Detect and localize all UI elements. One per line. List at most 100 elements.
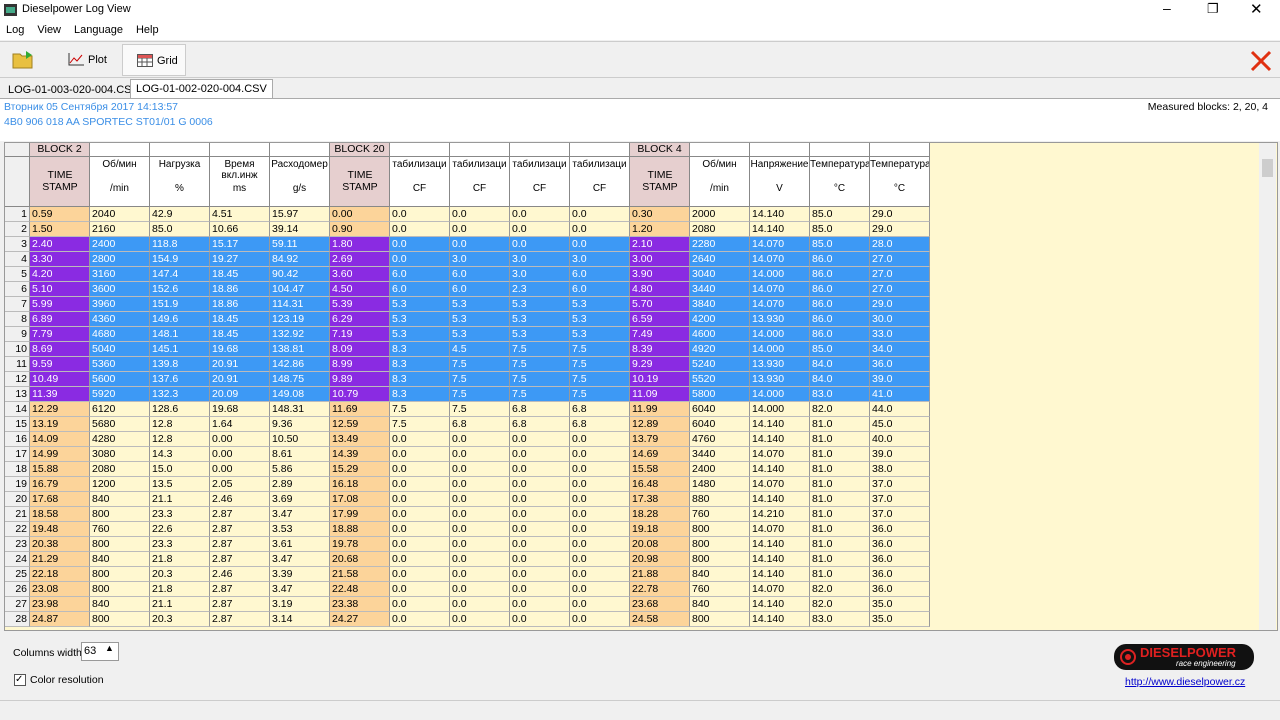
data-cell[interactable]: 0.0 bbox=[390, 552, 450, 567]
data-cell[interactable]: 42.9 bbox=[150, 207, 210, 222]
data-cell[interactable]: 20.91 bbox=[210, 372, 270, 387]
data-cell[interactable]: 6.8 bbox=[570, 417, 630, 432]
timestamp-cell[interactable]: 11.69 bbox=[330, 402, 390, 417]
timestamp-cell[interactable]: 19.78 bbox=[330, 537, 390, 552]
timestamp-cell[interactable]: 21.88 bbox=[630, 567, 690, 582]
data-cell[interactable]: 37.0 bbox=[870, 477, 930, 492]
timestamp-cell[interactable]: 18.88 bbox=[330, 522, 390, 537]
data-cell[interactable]: 0.0 bbox=[450, 477, 510, 492]
close-log[interactable] bbox=[1250, 50, 1272, 72]
data-cell[interactable]: 0.0 bbox=[510, 447, 570, 462]
data-cell[interactable]: 27.0 bbox=[870, 252, 930, 267]
data-cell[interactable]: 5.3 bbox=[510, 297, 570, 312]
data-cell[interactable]: 7.5 bbox=[510, 387, 570, 402]
timestamp-cell[interactable]: 12.89 bbox=[630, 417, 690, 432]
timestamp-cell[interactable]: 8.39 bbox=[630, 342, 690, 357]
data-cell[interactable]: 14.070 bbox=[750, 282, 810, 297]
data-cell[interactable]: 0.0 bbox=[450, 507, 510, 522]
data-cell[interactable]: 81.0 bbox=[810, 552, 870, 567]
data-cell[interactable]: 2.87 bbox=[210, 522, 270, 537]
data-cell[interactable]: 23.3 bbox=[150, 507, 210, 522]
data-cell[interactable]: 86.0 bbox=[810, 312, 870, 327]
data-cell[interactable]: 37.0 bbox=[870, 492, 930, 507]
data-cell[interactable]: 6.0 bbox=[390, 267, 450, 282]
data-cell[interactable]: 0.0 bbox=[570, 567, 630, 582]
data-cell[interactable]: 14.140 bbox=[750, 417, 810, 432]
data-cell[interactable]: 5040 bbox=[90, 342, 150, 357]
timestamp-cell[interactable]: 3.00 bbox=[630, 252, 690, 267]
data-cell[interactable]: 85.0 bbox=[810, 237, 870, 252]
data-cell[interactable]: 0.0 bbox=[390, 207, 450, 222]
data-cell[interactable]: 18.45 bbox=[210, 267, 270, 282]
timestamp-cell[interactable]: 16.79 bbox=[30, 477, 90, 492]
data-cell[interactable]: 0.0 bbox=[390, 582, 450, 597]
data-cell[interactable]: 4360 bbox=[90, 312, 150, 327]
data-cell[interactable]: 3.39 bbox=[270, 567, 330, 582]
data-cell[interactable]: 21.1 bbox=[150, 492, 210, 507]
data-cell[interactable]: 37.0 bbox=[870, 507, 930, 522]
timestamp-cell[interactable]: 13.49 bbox=[330, 432, 390, 447]
close[interactable]: ✕ bbox=[1250, 1, 1263, 18]
data-cell[interactable]: 0.0 bbox=[390, 612, 450, 627]
data-cell[interactable]: 123.19 bbox=[270, 312, 330, 327]
data-cell[interactable]: 2160 bbox=[90, 222, 150, 237]
data-cell[interactable]: 0.0 bbox=[390, 252, 450, 267]
timestamp-cell[interactable]: 20.38 bbox=[30, 537, 90, 552]
data-cell[interactable]: 0.0 bbox=[570, 522, 630, 537]
data-cell[interactable]: 18.86 bbox=[210, 282, 270, 297]
data-cell[interactable]: 0.0 bbox=[510, 582, 570, 597]
timestamp-cell[interactable]: 0.90 bbox=[330, 222, 390, 237]
data-cell[interactable]: 0.0 bbox=[450, 207, 510, 222]
data-cell[interactable]: 44.0 bbox=[870, 402, 930, 417]
data-cell[interactable]: 14.070 bbox=[750, 252, 810, 267]
timestamp-cell[interactable]: 5.70 bbox=[630, 297, 690, 312]
timestamp-cell[interactable]: 22.18 bbox=[30, 567, 90, 582]
data-cell[interactable]: 21.8 bbox=[150, 552, 210, 567]
timestamp-cell[interactable]: 4.20 bbox=[30, 267, 90, 282]
data-cell[interactable]: 0.0 bbox=[570, 537, 630, 552]
timestamp-cell[interactable]: 21.29 bbox=[30, 552, 90, 567]
data-cell[interactable]: 0.0 bbox=[510, 222, 570, 237]
data-cell[interactable]: 19.68 bbox=[210, 402, 270, 417]
data-cell[interactable]: 840 bbox=[690, 597, 750, 612]
columns-width-spinner[interactable]: 63 ▲ bbox=[81, 642, 119, 661]
data-cell[interactable]: 14.070 bbox=[750, 477, 810, 492]
data-cell[interactable]: 5.3 bbox=[450, 327, 510, 342]
timestamp-cell[interactable]: 10.49 bbox=[30, 372, 90, 387]
data-cell[interactable]: 59.11 bbox=[270, 237, 330, 252]
data-cell[interactable]: 14.140 bbox=[750, 462, 810, 477]
data-cell[interactable]: 82.0 bbox=[810, 597, 870, 612]
data-cell[interactable]: 142.86 bbox=[270, 357, 330, 372]
data-cell[interactable]: 36.0 bbox=[870, 552, 930, 567]
data-cell[interactable]: 86.0 bbox=[810, 282, 870, 297]
data-cell[interactable]: 0.0 bbox=[450, 597, 510, 612]
data-cell[interactable]: 81.0 bbox=[810, 567, 870, 582]
data-cell[interactable]: 0.0 bbox=[390, 477, 450, 492]
data-cell[interactable]: 14.140 bbox=[750, 597, 810, 612]
data-cell[interactable]: 14.000 bbox=[750, 402, 810, 417]
data-cell[interactable]: 118.8 bbox=[150, 237, 210, 252]
data-cell[interactable]: 104.47 bbox=[270, 282, 330, 297]
data-cell[interactable]: 6.8 bbox=[510, 402, 570, 417]
data-cell[interactable]: 21.8 bbox=[150, 582, 210, 597]
data-cell[interactable]: 2.46 bbox=[210, 567, 270, 582]
menu-item[interactable]: Language bbox=[74, 24, 123, 36]
data-cell[interactable]: 3.14 bbox=[270, 612, 330, 627]
timestamp-cell[interactable]: 20.68 bbox=[330, 552, 390, 567]
data-cell[interactable]: 0.0 bbox=[570, 207, 630, 222]
data-cell[interactable]: 14.140 bbox=[750, 207, 810, 222]
data-cell[interactable]: 2800 bbox=[90, 252, 150, 267]
data-cell[interactable]: 5.3 bbox=[510, 312, 570, 327]
timestamp-cell[interactable]: 8.99 bbox=[330, 357, 390, 372]
scroll-thumb[interactable] bbox=[1262, 159, 1273, 177]
data-cell[interactable]: 6.8 bbox=[570, 402, 630, 417]
timestamp-cell[interactable]: 24.58 bbox=[630, 612, 690, 627]
timestamp-cell[interactable]: 15.88 bbox=[30, 462, 90, 477]
data-cell[interactable]: 9.36 bbox=[270, 417, 330, 432]
data-cell[interactable]: 5680 bbox=[90, 417, 150, 432]
data-cell[interactable]: 760 bbox=[90, 522, 150, 537]
data-cell[interactable]: 0.0 bbox=[390, 507, 450, 522]
data-cell[interactable]: 0.0 bbox=[390, 462, 450, 477]
data-cell[interactable]: 81.0 bbox=[810, 432, 870, 447]
timestamp-cell[interactable]: 24.87 bbox=[30, 612, 90, 627]
